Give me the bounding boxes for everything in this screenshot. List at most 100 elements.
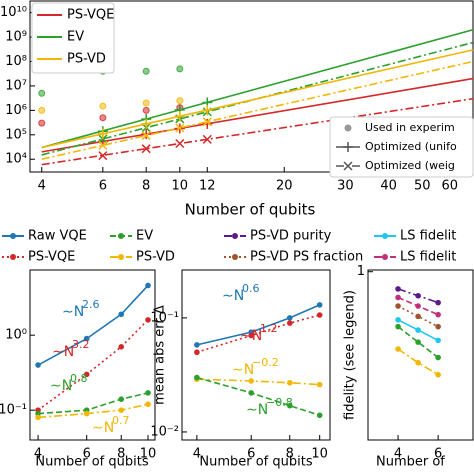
legend-label: EV: [136, 229, 153, 244]
x-tick-label: 4: [394, 447, 402, 462]
y-tick-label: 10¹⁰: [0, 5, 27, 20]
uniform-marker: [141, 129, 152, 140]
x-axis-label: Number of qubits: [35, 455, 148, 470]
weighted-marker: [175, 123, 185, 133]
point: [194, 349, 200, 356]
point: [118, 396, 125, 403]
x-axis-label: Number of qubits: [199, 455, 312, 470]
y-tick-label: 10⁶: [5, 103, 27, 118]
line: [196, 378, 320, 386]
point: [194, 342, 200, 348]
x-tick-label: 4: [193, 447, 201, 462]
legend-label: EV: [67, 30, 84, 45]
weighted-line: [41, 60, 474, 161]
point: [118, 343, 125, 350]
line: [38, 392, 149, 415]
point: [83, 335, 90, 342]
experiment-point: [142, 67, 150, 75]
y-tick-label: 10⁴: [5, 152, 27, 167]
point: [435, 323, 441, 330]
line: [41, 49, 474, 149]
point: [415, 292, 421, 299]
point: [435, 354, 441, 361]
legend-marker: [232, 233, 238, 239]
point: [395, 316, 401, 323]
legend-label: Optimized (weig: [365, 159, 455, 172]
plot-frame: [29, 0, 474, 173]
experiment-point: [38, 119, 46, 127]
point: [145, 282, 151, 289]
x-tick-label: 50: [414, 179, 431, 194]
x-tick-label: 4: [34, 447, 42, 462]
legend-marker: [343, 161, 353, 171]
point: [415, 359, 421, 366]
point: [415, 313, 421, 320]
x-tick-label: 10: [140, 447, 157, 462]
legend-label: LS fidelit: [400, 250, 456, 265]
plot-frame: [29, 269, 156, 441]
x-tick-label: 6: [83, 447, 91, 462]
point: [194, 374, 200, 381]
legend-label: LS fidelit: [400, 229, 456, 244]
legend-marker: [118, 233, 124, 239]
weighted-marker: [202, 117, 212, 127]
point: [286, 379, 293, 386]
uniform-marker: [202, 118, 213, 129]
point: [435, 337, 441, 344]
annotation-power: 3.2: [72, 338, 90, 351]
legend-box: [31, 2, 115, 74]
x-tick-label: 10: [311, 447, 328, 462]
annotation-power: 0.8: [70, 372, 88, 385]
uniform-marker: [97, 128, 108, 139]
point: [118, 311, 125, 318]
legend-label: PS-VQE: [67, 8, 114, 23]
weighted-marker: [141, 144, 151, 154]
x-tick-label: 8: [117, 447, 125, 462]
x-tick-label: 10: [172, 179, 189, 194]
annotation: ∼N: [92, 420, 114, 436]
annotation: ∼N: [62, 304, 84, 320]
point: [145, 317, 151, 323]
annotation: ∼N: [50, 378, 72, 394]
point: [145, 401, 151, 408]
point: [35, 362, 41, 368]
line: [397, 348, 439, 376]
x-tick-label: 20: [276, 179, 293, 194]
annotation: ∼N: [232, 362, 254, 378]
plot-frame: [367, 269, 474, 441]
annotation-power: −0.2: [252, 356, 279, 369]
y-tick-label: 10⁻¹: [150, 310, 179, 325]
experiment-point: [99, 102, 107, 110]
legend-marker: [344, 124, 352, 132]
experiment-point: [176, 65, 184, 73]
experiment-point: [142, 99, 150, 107]
legend-marker: [10, 254, 16, 260]
annotation-power: 0.7: [112, 414, 130, 427]
x-axis-label: Number of qubits: [185, 201, 316, 219]
experiment-point: [176, 97, 184, 105]
x-tick-label: 30: [337, 179, 354, 194]
x-tick-label: 12: [199, 179, 216, 194]
point: [286, 315, 293, 321]
annotation-power: 2.6: [82, 298, 100, 311]
experiment-point: [38, 106, 46, 114]
legend-label: PS-VQE: [28, 250, 75, 265]
weighted-marker: [141, 131, 151, 141]
legend-label: Raw VQE: [28, 229, 87, 244]
legend-label: PS-VD PS fraction: [250, 250, 363, 265]
weighted-marker: [175, 138, 185, 149]
point: [248, 390, 255, 396]
experiment-point: [142, 106, 150, 114]
point: [248, 378, 255, 384]
legend-label: PS-VD purity: [250, 229, 332, 244]
legend-label: PS-VD: [67, 52, 106, 67]
point: [145, 390, 151, 396]
x-tick-label: 8: [286, 447, 294, 462]
y-tick-label: 10⁹: [5, 30, 27, 45]
legend-marker: [382, 254, 388, 260]
point: [118, 407, 125, 413]
weighted-marker: [98, 151, 108, 161]
point: [415, 339, 421, 345]
x-axis-label: Number of: [376, 455, 445, 470]
